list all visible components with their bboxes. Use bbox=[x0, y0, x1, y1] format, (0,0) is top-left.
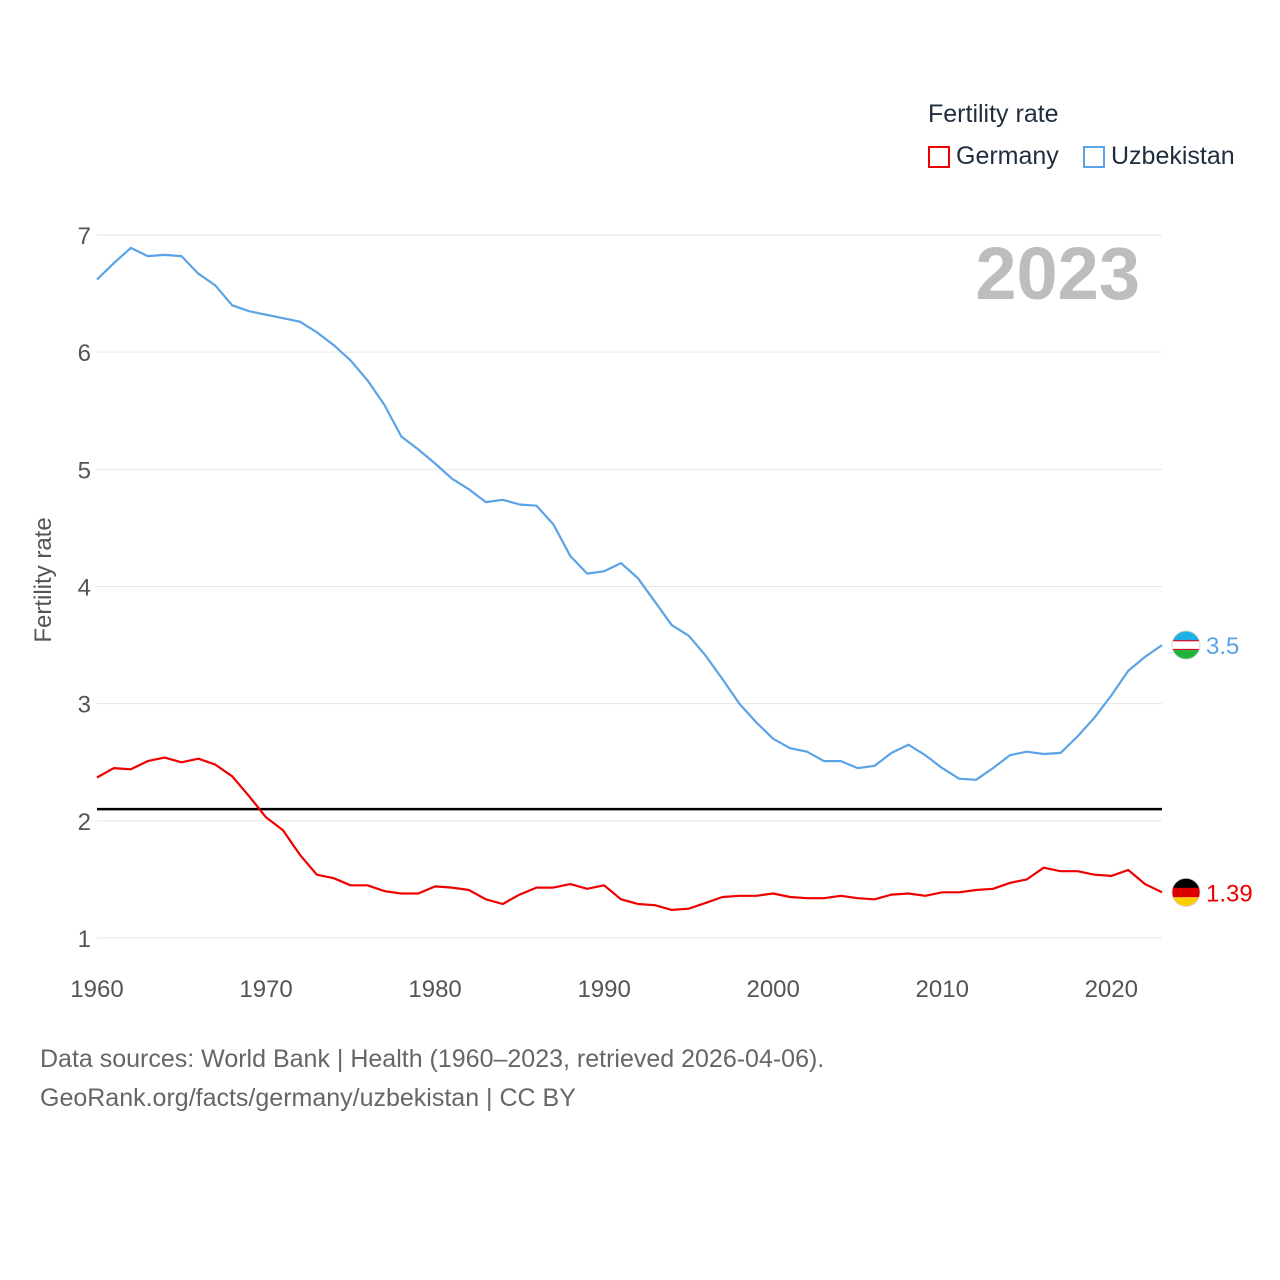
x-tick-label: 2020 bbox=[1085, 976, 1138, 1003]
series-layer bbox=[96, 246, 1163, 912]
series-line-germany bbox=[96, 756, 1163, 912]
footer-credit[interactable]: GeoRank.org/facts/germany/uzbekistan | C… bbox=[40, 1084, 576, 1112]
legend-swatch-germany bbox=[928, 145, 950, 168]
x-axis-ticks: 1960 1970 1980 1990 2000 2010 2020 bbox=[70, 976, 1138, 1003]
x-tick-label: 1960 bbox=[70, 976, 123, 1003]
y-tick-label: 2 bbox=[78, 809, 91, 836]
x-tick-label: 1990 bbox=[577, 976, 630, 1003]
legend-swatch-uzbekistan bbox=[1083, 145, 1105, 168]
grid-layer bbox=[97, 234, 1162, 939]
footer-source: Data sources: World Bank | Health (1960–… bbox=[40, 1045, 825, 1073]
series-line-uzbekistan bbox=[96, 246, 1163, 781]
y-tick-label: 6 bbox=[78, 340, 91, 367]
y-axis-ticks: 1 2 3 4 5 6 7 bbox=[78, 223, 91, 953]
legend-title: Fertility rate bbox=[928, 100, 1059, 128]
x-tick-label: 2000 bbox=[746, 976, 799, 1003]
end-labels: 1.39 3.5 bbox=[1171, 630, 1253, 907]
year-watermark: 2023 bbox=[975, 232, 1140, 315]
x-tick-label: 2010 bbox=[916, 976, 969, 1003]
y-tick-label: 5 bbox=[78, 457, 91, 484]
y-tick-label: 4 bbox=[78, 575, 91, 602]
legend-label-uzbekistan: Uzbekistan bbox=[1111, 142, 1235, 170]
end-label-germany: 1.39 bbox=[1206, 880, 1253, 907]
y-tick-label: 7 bbox=[78, 223, 91, 250]
end-label-uzbekistan: 3.5 bbox=[1206, 633, 1239, 660]
y-tick-label: 1 bbox=[78, 926, 91, 953]
y-axis-label: Fertility rate bbox=[30, 517, 57, 642]
y-tick-label: 3 bbox=[78, 692, 91, 719]
x-tick-label: 1980 bbox=[408, 976, 461, 1003]
legend-label-germany: Germany bbox=[956, 142, 1059, 170]
legend-item-germany[interactable]: Germany bbox=[928, 142, 1059, 171]
legend-item-uzbekistan[interactable]: Uzbekistan bbox=[1083, 142, 1235, 171]
x-tick-label: 1970 bbox=[239, 976, 292, 1003]
flag-icon-germany bbox=[1171, 877, 1201, 907]
flag-icon-uzbekistan bbox=[1171, 630, 1201, 660]
